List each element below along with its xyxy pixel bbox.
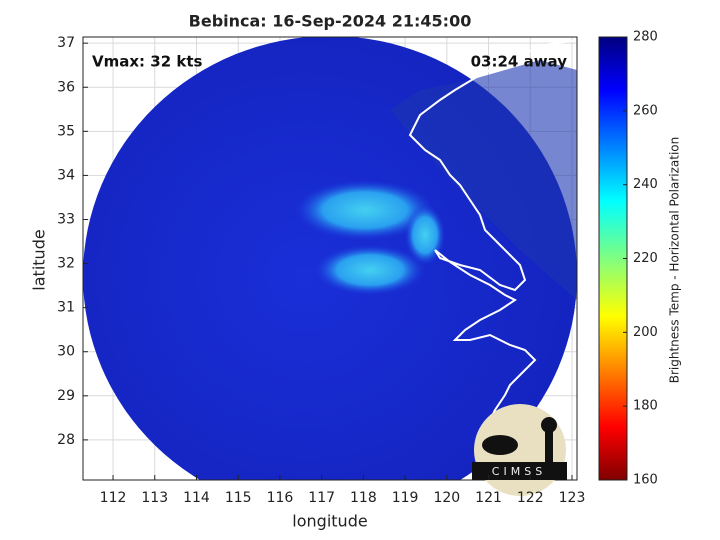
colorbar-tick-label: 220 — [633, 251, 658, 266]
x-tick-label: 117 — [308, 490, 335, 506]
y-tick-label: 30 — [57, 344, 75, 360]
y-tick-label: 29 — [57, 388, 75, 404]
y-tick-label: 34 — [57, 167, 75, 183]
land-region — [390, 60, 577, 300]
x-tick-label: 120 — [433, 490, 460, 506]
imagery — [83, 37, 577, 480]
x-tick-label: 113 — [141, 490, 168, 506]
y-tick-label: 31 — [57, 300, 75, 316]
colorbar-tick-label: 280 — [633, 30, 658, 45]
chart-title: Bebinca: 16-Sep-2024 21:45:00 — [189, 12, 472, 31]
axes-frame — [82, 36, 578, 481]
logo-tank — [541, 417, 557, 433]
x-tick-label: 118 — [350, 490, 377, 506]
storm-band — [295, 180, 435, 240]
x-tick-label: 122 — [517, 490, 544, 506]
y-tick-label: 32 — [57, 256, 75, 272]
logo-tower — [545, 425, 553, 462]
colorbar-tick-label: 160 — [633, 473, 658, 488]
colorbar-label: Brightness Temp - Horizontal Polarizatio… — [668, 137, 682, 384]
x-tick-label: 116 — [267, 490, 294, 506]
x-tick-label: 123 — [559, 490, 586, 506]
x-tick-label: 114 — [183, 490, 210, 506]
colorbar-tick-label: 180 — [633, 399, 658, 414]
colorbar-tick-label: 200 — [633, 325, 658, 340]
y-axis-label: latitude — [30, 229, 49, 290]
y-tick-label: 28 — [57, 432, 75, 448]
x-tick-label: 121 — [475, 490, 502, 506]
x-axis-label: longitude — [292, 512, 367, 531]
annotation: Vmax: 32 kts — [92, 53, 202, 71]
x-tick-label: 115 — [225, 490, 252, 506]
x-tick-label: 119 — [392, 490, 419, 506]
annotation: 03:24 away — [471, 53, 568, 71]
x-tick-label: 112 — [100, 490, 127, 506]
colorbar-tick-label: 260 — [633, 103, 658, 118]
logo-dish — [482, 435, 518, 455]
storm-band — [315, 245, 425, 295]
colorbar-tick-label: 240 — [633, 177, 658, 192]
y-tick-label: 35 — [57, 123, 75, 139]
y-tick-label: 33 — [57, 211, 75, 227]
logo-text: CIMSS — [492, 465, 546, 478]
coastline — [408, 39, 577, 471]
y-tick-label: 37 — [57, 35, 75, 51]
y-tick-label: 36 — [57, 79, 75, 95]
colorbar — [598, 36, 628, 481]
logo-band — [472, 462, 567, 480]
logo: CIMSS — [472, 404, 567, 496]
